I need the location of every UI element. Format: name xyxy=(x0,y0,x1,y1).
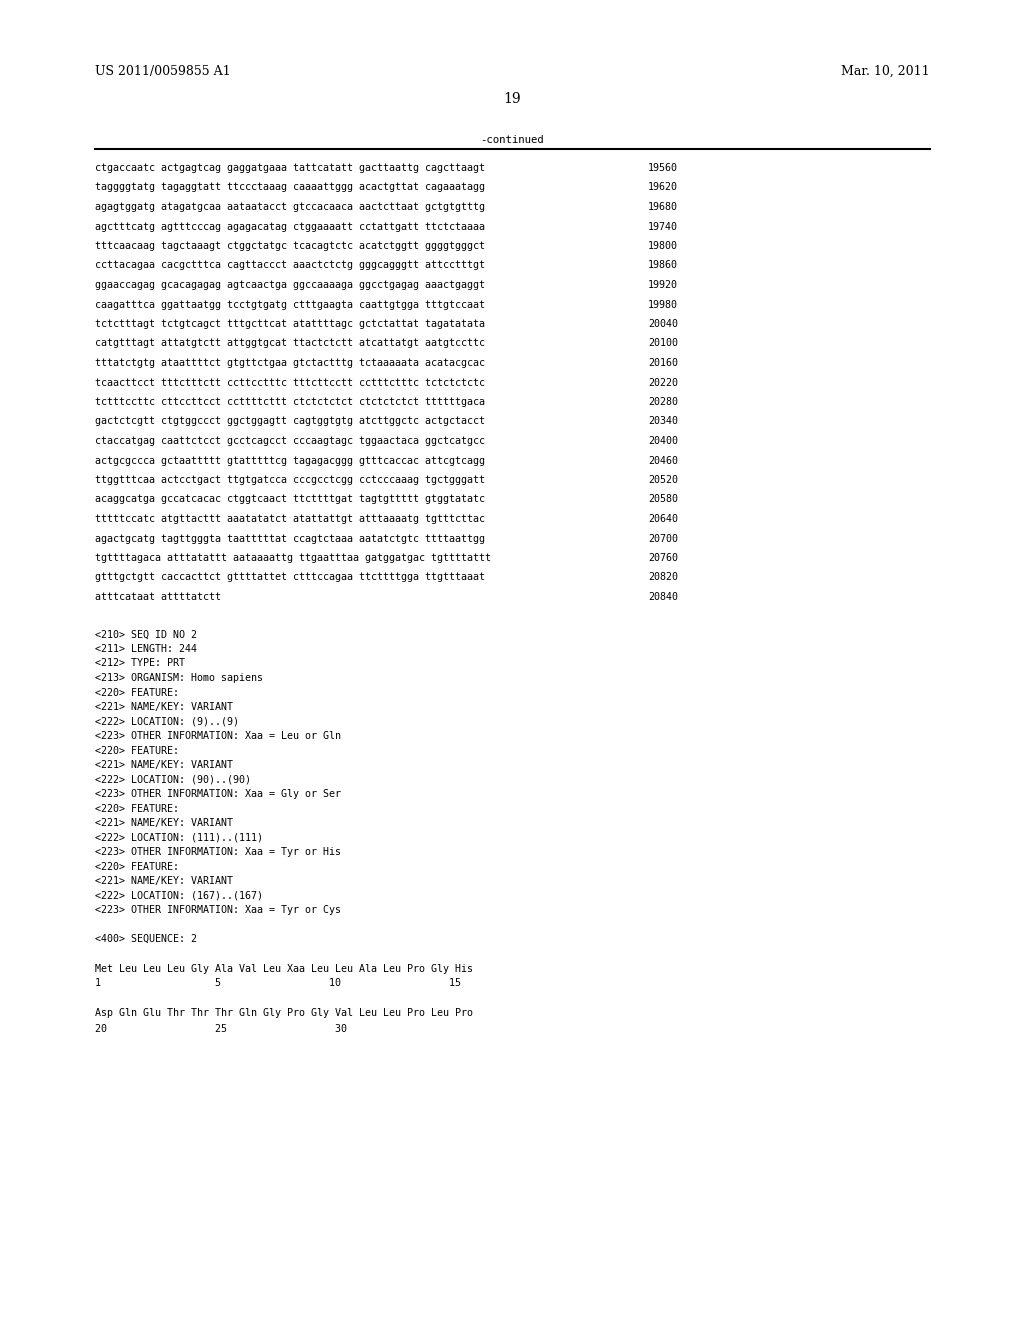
Text: 20400: 20400 xyxy=(648,436,678,446)
Text: 20280: 20280 xyxy=(648,397,678,407)
Text: Met Leu Leu Leu Gly Ala Val Leu Xaa Leu Leu Ala Leu Pro Gly His: Met Leu Leu Leu Gly Ala Val Leu Xaa Leu … xyxy=(95,964,473,974)
Text: 20840: 20840 xyxy=(648,591,678,602)
Text: tttttccatc atgttacttt aaatatatct atattattgt atttaaaatg tgtttcttac: tttttccatc atgttacttt aaatatatct atattat… xyxy=(95,513,485,524)
Text: 19740: 19740 xyxy=(648,222,678,231)
Text: 19800: 19800 xyxy=(648,242,678,251)
Text: <220> FEATURE:: <220> FEATURE: xyxy=(95,746,179,755)
Text: <400> SEQUENCE: 2: <400> SEQUENCE: 2 xyxy=(95,933,197,944)
Text: atttcataat attttatctt: atttcataat attttatctt xyxy=(95,591,221,602)
Text: <223> OTHER INFORMATION: Xaa = Gly or Ser: <223> OTHER INFORMATION: Xaa = Gly or Se… xyxy=(95,789,341,799)
Text: <222> LOCATION: (111)..(111): <222> LOCATION: (111)..(111) xyxy=(95,833,263,842)
Text: 20                  25                  30: 20 25 30 xyxy=(95,1023,347,1034)
Text: 19680: 19680 xyxy=(648,202,678,213)
Text: 19980: 19980 xyxy=(648,300,678,309)
Text: tcaacttcct tttctttctt ccttcctttc tttcttcctt cctttctttc tctctctctc: tcaacttcct tttctttctt ccttcctttc tttcttc… xyxy=(95,378,485,388)
Text: 20820: 20820 xyxy=(648,573,678,582)
Text: <213> ORGANISM: Homo sapiens: <213> ORGANISM: Homo sapiens xyxy=(95,673,263,682)
Text: <223> OTHER INFORMATION: Xaa = Tyr or His: <223> OTHER INFORMATION: Xaa = Tyr or Hi… xyxy=(95,847,341,857)
Text: catgtttagt attatgtctt attggtgcat ttactctctt atcattatgt aatgtccttc: catgtttagt attatgtctt attggtgcat ttactct… xyxy=(95,338,485,348)
Text: 20160: 20160 xyxy=(648,358,678,368)
Text: <223> OTHER INFORMATION: Xaa = Tyr or Cys: <223> OTHER INFORMATION: Xaa = Tyr or Cy… xyxy=(95,906,341,915)
Text: <221> NAME/KEY: VARIANT: <221> NAME/KEY: VARIANT xyxy=(95,760,233,770)
Text: <220> FEATURE:: <220> FEATURE: xyxy=(95,688,179,697)
Text: <220> FEATURE:: <220> FEATURE: xyxy=(95,804,179,813)
Text: 20760: 20760 xyxy=(648,553,678,564)
Text: 19620: 19620 xyxy=(648,182,678,193)
Text: taggggtatg tagaggtatt ttccctaaag caaaattggg acactgttat cagaaatagg: taggggtatg tagaggtatt ttccctaaag caaaatt… xyxy=(95,182,485,193)
Text: 19560: 19560 xyxy=(648,162,678,173)
Text: ccttacagaa cacgctttca cagttaccct aaactctctg gggcagggtt attcctttgt: ccttacagaa cacgctttca cagttaccct aaactct… xyxy=(95,260,485,271)
Text: <223> OTHER INFORMATION: Xaa = Leu or Gln: <223> OTHER INFORMATION: Xaa = Leu or Gl… xyxy=(95,731,341,741)
Text: caagatttca ggattaatgg tcctgtgatg ctttgaagta caattgtgga tttgtccaat: caagatttca ggattaatgg tcctgtgatg ctttgaa… xyxy=(95,300,485,309)
Text: actgcgccca gctaattttt gtatttttcg tagagacggg gtttcaccac attcgtcagg: actgcgccca gctaattttt gtatttttcg tagagac… xyxy=(95,455,485,466)
Text: tgttttagaca atttatattt aataaaattg ttgaatttaa gatggatgac tgttttattt: tgttttagaca atttatattt aataaaattg ttgaat… xyxy=(95,553,490,564)
Text: tttcaacaag tagctaaagt ctggctatgc tcacagtctc acatctggtt ggggtgggct: tttcaacaag tagctaaagt ctggctatgc tcacagt… xyxy=(95,242,485,251)
Text: 20700: 20700 xyxy=(648,533,678,544)
Text: agctttcatg agtttcccag agagacatag ctggaaaatt cctattgatt ttctctaaaa: agctttcatg agtttcccag agagacatag ctggaaa… xyxy=(95,222,485,231)
Text: <221> NAME/KEY: VARIANT: <221> NAME/KEY: VARIANT xyxy=(95,702,233,711)
Text: <222> LOCATION: (90)..(90): <222> LOCATION: (90)..(90) xyxy=(95,775,251,784)
Text: 1                   5                  10                  15: 1 5 10 15 xyxy=(95,978,461,989)
Text: agagtggatg atagatgcaa aataatacct gtccacaaca aactcttaat gctgtgtttg: agagtggatg atagatgcaa aataatacct gtccaca… xyxy=(95,202,485,213)
Text: ggaaccagag gcacagagag agtcaactga ggccaaaaga ggcctgagag aaactgaggt: ggaaccagag gcacagagag agtcaactga ggccaaa… xyxy=(95,280,485,290)
Text: ttggtttcaa actcctgact ttgtgatcca cccgcctcgg cctcccaaag tgctgggatt: ttggtttcaa actcctgact ttgtgatcca cccgcct… xyxy=(95,475,485,484)
Text: Asp Gln Glu Thr Thr Thr Gln Gly Pro Gly Val Leu Leu Pro Leu Pro: Asp Gln Glu Thr Thr Thr Gln Gly Pro Gly … xyxy=(95,1008,473,1019)
Text: 20100: 20100 xyxy=(648,338,678,348)
Text: <222> LOCATION: (167)..(167): <222> LOCATION: (167)..(167) xyxy=(95,891,263,900)
Text: <211> LENGTH: 244: <211> LENGTH: 244 xyxy=(95,644,197,653)
Text: ctgaccaatc actgagtcag gaggatgaaa tattcatatt gacttaattg cagcttaagt: ctgaccaatc actgagtcag gaggatgaaa tattcat… xyxy=(95,162,485,173)
Text: gactctcgtt ctgtggccct ggctggagtt cagtggtgtg atcttggctc actgctacct: gactctcgtt ctgtggccct ggctggagtt cagtggt… xyxy=(95,417,485,426)
Text: 20220: 20220 xyxy=(648,378,678,388)
Text: agactgcatg tagttgggta taatttttat ccagtctaaa aatatctgtc ttttaattgg: agactgcatg tagttgggta taatttttat ccagtct… xyxy=(95,533,485,544)
Text: 20640: 20640 xyxy=(648,513,678,524)
Text: 19860: 19860 xyxy=(648,260,678,271)
Text: <221> NAME/KEY: VARIANT: <221> NAME/KEY: VARIANT xyxy=(95,818,233,828)
Text: <221> NAME/KEY: VARIANT: <221> NAME/KEY: VARIANT xyxy=(95,876,233,886)
Text: tctctttagt tctgtcagct tttgcttcat atattttagc gctctattat tagatatata: tctctttagt tctgtcagct tttgcttcat atatttt… xyxy=(95,319,485,329)
Text: tctttccttc cttccttcct ccttttcttt ctctctctct ctctctctct ttttttgaca: tctttccttc cttccttcct ccttttcttt ctctctc… xyxy=(95,397,485,407)
Text: tttatctgtg ataattttct gtgttctgaa gtctactttg tctaaaaata acatacgcac: tttatctgtg ataattttct gtgttctgaa gtctact… xyxy=(95,358,485,368)
Text: <210> SEQ ID NO 2: <210> SEQ ID NO 2 xyxy=(95,630,197,639)
Text: 20580: 20580 xyxy=(648,495,678,504)
Text: 19920: 19920 xyxy=(648,280,678,290)
Text: 20340: 20340 xyxy=(648,417,678,426)
Text: Mar. 10, 2011: Mar. 10, 2011 xyxy=(842,65,930,78)
Text: ctaccatgag caattctcct gcctcagcct cccaagtagc tggaactaca ggctcatgcc: ctaccatgag caattctcct gcctcagcct cccaagt… xyxy=(95,436,485,446)
Text: <220> FEATURE:: <220> FEATURE: xyxy=(95,862,179,871)
Text: 20040: 20040 xyxy=(648,319,678,329)
Text: -continued: -continued xyxy=(480,135,544,145)
Text: 20520: 20520 xyxy=(648,475,678,484)
Text: gtttgctgtt caccacttct gttttattet ctttccagaa ttcttttgga ttgtttaaat: gtttgctgtt caccacttct gttttattet ctttcca… xyxy=(95,573,485,582)
Text: <222> LOCATION: (9)..(9): <222> LOCATION: (9)..(9) xyxy=(95,717,239,726)
Text: 20460: 20460 xyxy=(648,455,678,466)
Text: 19: 19 xyxy=(503,92,521,106)
Text: acaggcatga gccatcacac ctggtcaact ttcttttgat tagtgttttt gtggtatatc: acaggcatga gccatcacac ctggtcaact ttctttt… xyxy=(95,495,485,504)
Text: US 2011/0059855 A1: US 2011/0059855 A1 xyxy=(95,65,230,78)
Text: <212> TYPE: PRT: <212> TYPE: PRT xyxy=(95,659,185,668)
